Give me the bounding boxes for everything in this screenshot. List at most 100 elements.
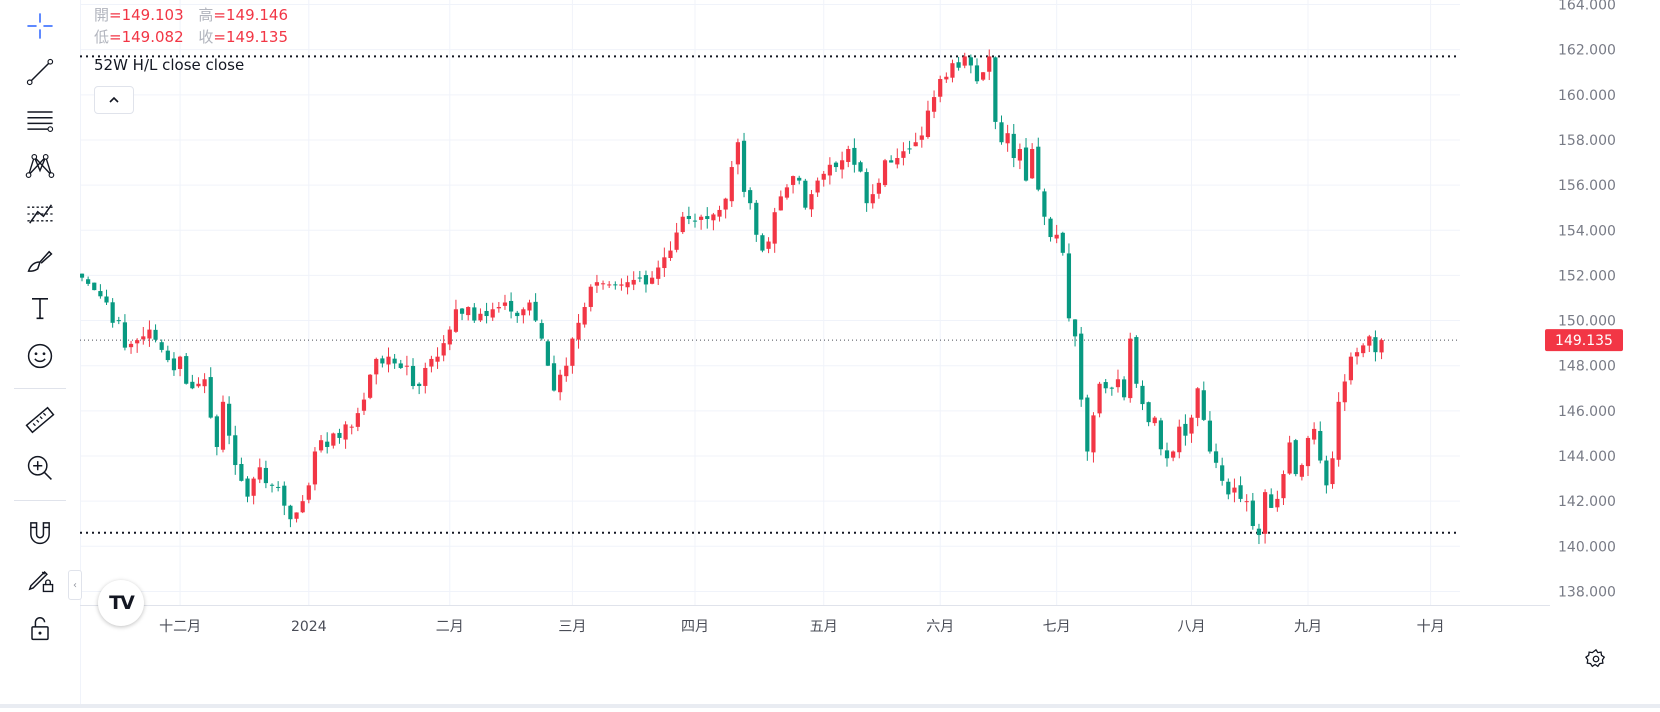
- low-label: 低: [94, 28, 110, 46]
- candle-body: [729, 167, 734, 202]
- indicator-legend[interactable]: 52W H/L close close: [94, 56, 245, 74]
- candle-body: [128, 343, 134, 348]
- candle-body: [1152, 417, 1157, 424]
- candle-body: [1128, 338, 1133, 399]
- y-tick-label: 148.000: [1558, 359, 1616, 375]
- unlock-icon[interactable]: [18, 608, 62, 648]
- candle-body: [656, 267, 661, 279]
- last-price-badge: [1545, 329, 1623, 352]
- candle-body: [92, 282, 97, 291]
- candle-body: [993, 57, 998, 122]
- candle-body: [202, 379, 207, 387]
- high-value: =149.146: [213, 6, 289, 24]
- candle-body: [999, 122, 1004, 143]
- candle-body: [1103, 382, 1108, 389]
- candle-body: [1115, 379, 1121, 388]
- candle-body: [558, 374, 563, 393]
- candle-body: [1097, 383, 1102, 414]
- candle-body: [533, 301, 538, 321]
- toolbar-collapse-handle[interactable]: ‹: [68, 570, 82, 600]
- candle-body: [1342, 381, 1347, 403]
- candle-body: [257, 467, 262, 480]
- candle-body: [282, 485, 287, 506]
- candle-body: [1030, 148, 1035, 179]
- candle-body: [784, 187, 790, 198]
- candle-body: [447, 329, 452, 345]
- candle-body: [962, 56, 967, 66]
- x-tick-label: 八月: [1178, 619, 1206, 635]
- candle-body: [374, 358, 379, 375]
- candle-body: [876, 182, 881, 194]
- candle-body: [190, 381, 195, 389]
- candle-body: [1281, 474, 1286, 499]
- candle-body: [1305, 437, 1311, 467]
- magnet-icon[interactable]: [18, 512, 62, 552]
- candle-body: [1054, 234, 1059, 239]
- candle-body: [502, 302, 508, 306]
- text-icon[interactable]: [18, 288, 62, 328]
- fib-retracement-icon[interactable]: [18, 100, 62, 140]
- ruler-icon[interactable]: [18, 400, 62, 440]
- candle-body: [441, 343, 446, 356]
- candle-body: [735, 142, 741, 165]
- candle-body: [429, 358, 434, 367]
- emoji-icon[interactable]: [18, 336, 62, 376]
- zoom-in-icon[interactable]: [18, 448, 62, 488]
- pattern-icon[interactable]: [18, 146, 62, 186]
- candle-body: [919, 135, 924, 140]
- x-tick-label: 五月: [810, 619, 838, 635]
- open-label: 開: [94, 6, 110, 24]
- candle-body: [337, 432, 342, 438]
- candle-body: [1238, 485, 1243, 499]
- candle-body: [1005, 133, 1010, 144]
- candle-body: [809, 194, 814, 210]
- candle-body: [901, 151, 906, 158]
- candle-body: [1275, 498, 1280, 508]
- candle-body: [882, 160, 888, 186]
- y-tick-label: 160.000: [1558, 88, 1616, 104]
- brush-icon[interactable]: [18, 242, 62, 282]
- candle-body: [1011, 133, 1016, 159]
- tradingview-logo-icon[interactable]: TV: [98, 580, 144, 626]
- y-tick-label: 144.000: [1558, 449, 1616, 465]
- close-value: =149.135: [213, 28, 289, 46]
- candle-body: [472, 307, 477, 321]
- x-tick-label: 2024: [291, 619, 327, 635]
- candle-body: [1299, 465, 1304, 477]
- candle-body: [931, 97, 937, 112]
- trend-line-icon[interactable]: [18, 52, 62, 92]
- candle-body: [803, 180, 808, 208]
- candle-body: [527, 302, 532, 311]
- candle-body: [171, 358, 177, 371]
- candle-body: [717, 209, 722, 217]
- candle-body: [1036, 146, 1041, 190]
- candle-body: [135, 340, 140, 344]
- candle-body: [386, 356, 391, 365]
- candle-body: [1250, 500, 1255, 526]
- candle-body: [938, 79, 943, 97]
- crosshair-icon[interactable]: [18, 6, 62, 46]
- candle-body: [564, 365, 569, 377]
- candle-body: [668, 250, 673, 259]
- candle-body: [895, 158, 900, 165]
- candle-body: [692, 220, 698, 222]
- candle-body: [269, 484, 275, 486]
- settings-gear-icon[interactable]: [1582, 645, 1610, 673]
- candle-body: [1122, 379, 1127, 398]
- candle-body: [1312, 428, 1317, 440]
- candle-body: [1293, 440, 1298, 475]
- candle-body: [956, 62, 961, 68]
- candle-body: [300, 501, 305, 513]
- price-chart[interactable]: 164.000 162.000 160.000 158.000 156.000 154.0…: [79, 0, 1660, 708]
- candle-body: [1361, 345, 1366, 354]
- candle-body: [790, 176, 796, 185]
- candle-body: [1042, 191, 1047, 217]
- lock-drawing-icon[interactable]: [18, 560, 62, 600]
- candle-body: [417, 383, 422, 387]
- candle-body: [1017, 148, 1022, 161]
- x-tick-label: 六月: [926, 619, 954, 635]
- legend-collapse-button[interactable]: [94, 86, 134, 114]
- prediction-icon[interactable]: [18, 194, 62, 234]
- chart-canvas[interactable]: 164.000 162.000 160.000 158.000 156.000 154.0…: [79, 0, 1660, 708]
- candle-body: [1164, 450, 1170, 459]
